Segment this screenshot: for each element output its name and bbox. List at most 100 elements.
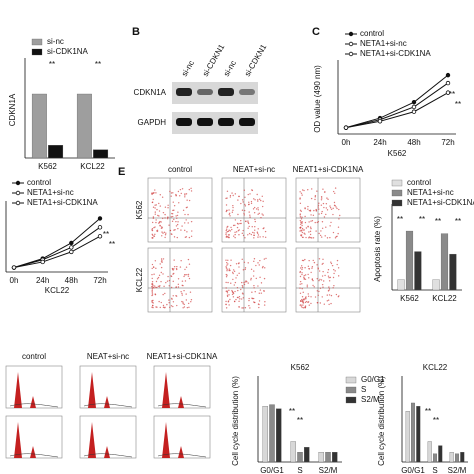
flow-dot xyxy=(245,280,247,282)
flow-dot xyxy=(259,289,262,291)
flow-dot xyxy=(181,292,183,295)
flow-dot xyxy=(234,219,237,221)
flow-dot xyxy=(166,280,169,282)
flow-dot xyxy=(187,213,189,216)
flow-dot xyxy=(159,306,161,309)
flow-dot xyxy=(187,222,189,224)
flow-dot xyxy=(152,206,155,208)
flow-dot xyxy=(244,268,246,271)
flow-dot xyxy=(244,203,246,206)
flow-dot xyxy=(299,209,302,211)
flow-dot xyxy=(242,229,244,232)
flow-dot xyxy=(151,221,154,224)
flow-dot xyxy=(258,306,260,309)
flow-plot xyxy=(295,247,361,313)
flow-dot xyxy=(163,285,165,288)
flow-dot xyxy=(181,225,183,227)
flow-plot xyxy=(221,177,287,243)
legend-label: si-nc xyxy=(47,37,64,46)
flow-dot xyxy=(239,298,241,300)
point xyxy=(445,90,451,95)
histogram xyxy=(79,365,137,409)
flow-dot xyxy=(253,270,255,272)
flow-dot xyxy=(316,301,319,304)
flow-dot xyxy=(175,295,178,297)
significance: ** xyxy=(289,407,295,416)
flow-dot xyxy=(326,209,329,211)
chart-title: KCL22 xyxy=(423,363,448,372)
flow-dot xyxy=(330,262,333,265)
histogram-column-label: NEAT1+si-CDK1NA xyxy=(147,352,218,361)
flow-dot xyxy=(188,306,190,308)
flow-dot xyxy=(155,267,157,270)
flow-dot xyxy=(241,209,244,211)
flow-dot xyxy=(170,275,172,277)
flow-dot xyxy=(300,267,302,269)
flow-dot xyxy=(316,277,318,280)
bar xyxy=(31,93,47,159)
bar xyxy=(290,441,296,463)
flow-dot xyxy=(257,209,259,211)
flow-dot xyxy=(308,304,311,306)
flow-dot xyxy=(173,205,176,207)
flow-dot xyxy=(299,216,302,218)
flow-dot xyxy=(181,284,183,287)
flow-dot xyxy=(161,196,164,198)
flow-dot xyxy=(228,294,230,296)
histogram xyxy=(5,365,63,409)
flow-dot xyxy=(310,227,312,230)
flow-column-label: control xyxy=(168,165,192,174)
flow-dot xyxy=(226,231,229,233)
flow-dot xyxy=(238,229,240,231)
flow-dot xyxy=(167,216,169,219)
flow-dot xyxy=(166,218,169,220)
flow-dot xyxy=(303,229,305,231)
flow-dot xyxy=(328,294,331,296)
significance: ** xyxy=(419,215,425,224)
bar xyxy=(76,93,92,159)
flow-dot xyxy=(225,259,227,261)
flow-dot xyxy=(302,307,305,309)
flow-dot xyxy=(323,191,326,193)
bar xyxy=(411,402,415,463)
flow-dot xyxy=(248,299,250,302)
significance: ** xyxy=(95,60,101,69)
flow-dot xyxy=(304,258,306,261)
flow-dot xyxy=(257,213,259,215)
legend-label: control xyxy=(27,178,51,187)
flow-dot xyxy=(175,220,177,223)
flow-dot xyxy=(312,237,315,239)
flow-dot xyxy=(259,276,261,279)
flow-dot xyxy=(165,232,167,234)
flow-dot xyxy=(158,300,160,303)
legend-swatch xyxy=(345,386,357,394)
flow-dot xyxy=(188,277,191,280)
flow-dot xyxy=(312,284,314,287)
flow-dot xyxy=(241,232,244,235)
bar xyxy=(405,230,414,291)
flow-dot xyxy=(158,274,161,277)
bar xyxy=(432,279,440,291)
flow-dot xyxy=(190,220,193,223)
flow-dot xyxy=(184,193,186,195)
blot-lane-label: si-nc xyxy=(180,59,196,78)
flow-dot xyxy=(190,235,193,237)
flow-dot xyxy=(327,299,330,301)
flow-dot xyxy=(320,230,322,232)
flow-dot xyxy=(304,306,307,308)
flow-dot xyxy=(301,216,303,218)
flow-dot xyxy=(176,217,178,219)
flow-dot xyxy=(257,236,259,238)
flow-dot xyxy=(300,210,302,213)
flow-dot xyxy=(238,234,240,236)
flow-dot xyxy=(305,300,308,303)
flow-dot xyxy=(237,213,239,216)
flow-dot xyxy=(332,287,334,289)
flow-dot xyxy=(304,278,307,280)
legend-label: control xyxy=(360,29,384,38)
x-axis-label: KCL22 xyxy=(45,286,70,295)
flow-dot xyxy=(151,201,154,203)
flow-dot xyxy=(318,279,320,282)
flow-dot xyxy=(304,298,306,300)
